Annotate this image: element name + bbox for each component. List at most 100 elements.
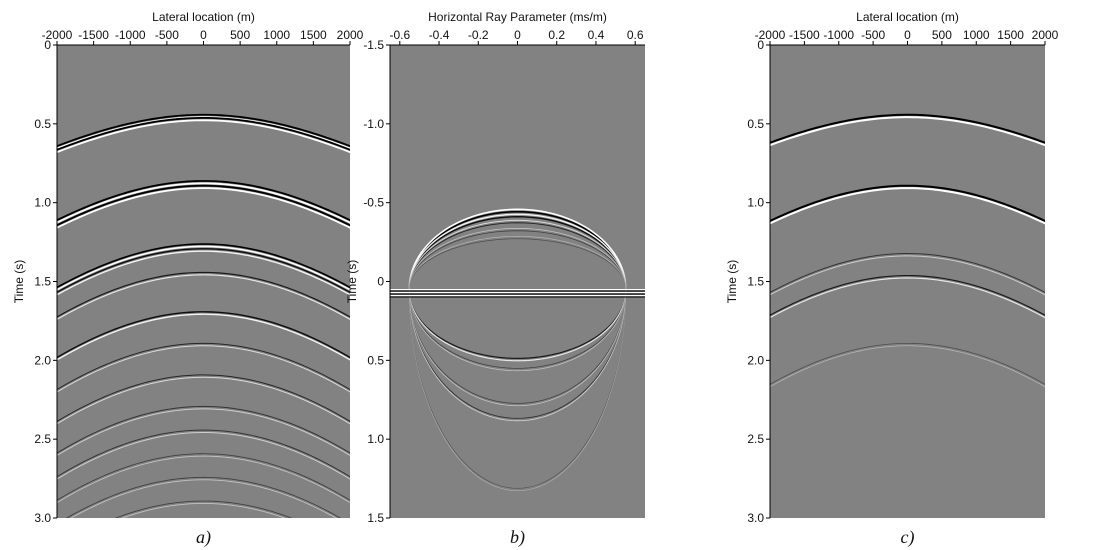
event bbox=[57, 453, 350, 501]
x-tick-label: -1000 bbox=[115, 28, 146, 42]
event bbox=[57, 274, 350, 321]
event bbox=[57, 271, 350, 318]
x-tick-label: 1000 bbox=[263, 28, 290, 42]
y-tick-label: 1.0 bbox=[367, 432, 384, 446]
events bbox=[57, 113, 350, 518]
event bbox=[57, 431, 350, 480]
y-tick-label: 1.0 bbox=[747, 196, 764, 210]
x-tick-label: -2000 bbox=[755, 28, 786, 42]
x-tick-label: 500 bbox=[230, 28, 250, 42]
x-tick-label: -2000 bbox=[42, 28, 73, 42]
x-tick-label: 0.4 bbox=[588, 28, 605, 42]
x-tick-label: 0.6 bbox=[627, 28, 644, 42]
event bbox=[408, 216, 627, 290]
event bbox=[57, 182, 350, 224]
y-tick-label: -0.5 bbox=[363, 196, 384, 210]
event bbox=[408, 289, 627, 422]
event bbox=[57, 117, 350, 151]
y-tick-label: 0 bbox=[44, 38, 51, 52]
y-tick-label: 0 bbox=[377, 275, 384, 289]
y-tick-label: 0.5 bbox=[747, 117, 764, 131]
x-tick-label: 0 bbox=[200, 28, 207, 42]
events bbox=[390, 208, 645, 492]
caption: b) bbox=[510, 527, 525, 548]
event bbox=[57, 342, 350, 391]
panel: -0.6 -0.4 -0.2 0 0.2 0.4 0.6 -1.5 -1.0 -0.5 0 0.5 1.… bbox=[345, 10, 645, 548]
y-tick-label: -1.0 bbox=[363, 117, 384, 131]
event bbox=[770, 113, 1045, 144]
x-tick-label: 500 bbox=[932, 28, 952, 42]
seismic-image bbox=[770, 45, 1045, 518]
x-tick-label: -1500 bbox=[78, 28, 109, 42]
event bbox=[57, 184, 350, 227]
y-tick-label: 2.5 bbox=[747, 432, 764, 446]
y-tick-label: 1.5 bbox=[367, 511, 384, 525]
event bbox=[408, 289, 627, 489]
y-tick-label: 0.5 bbox=[367, 353, 384, 367]
event bbox=[57, 405, 350, 454]
event bbox=[57, 250, 350, 296]
y-tick-label: -1.5 bbox=[363, 38, 384, 52]
event bbox=[408, 289, 627, 404]
y-axis-label: Time (s) bbox=[345, 260, 359, 304]
x-tick-label: 1000 bbox=[963, 28, 990, 42]
x-tick-label: 0 bbox=[514, 28, 521, 42]
event bbox=[408, 222, 627, 290]
event bbox=[65, 476, 342, 518]
event bbox=[408, 289, 627, 369]
y-tick-label: 3.0 bbox=[34, 511, 51, 525]
y-tick-label: 3.0 bbox=[747, 511, 764, 525]
y-axis-label: Time (s) bbox=[12, 260, 26, 304]
event bbox=[770, 274, 1045, 316]
event bbox=[57, 313, 350, 361]
event bbox=[57, 429, 350, 478]
seismic-image bbox=[390, 45, 645, 518]
event bbox=[770, 184, 1045, 223]
event bbox=[770, 253, 1045, 293]
panel: -2000 -1500 -1000 -500 0 500 1000 1500 200000.51… bbox=[725, 10, 1059, 548]
x-axis-label: Horizontal Ray Parameter (ms/m) bbox=[428, 10, 607, 24]
event bbox=[57, 345, 350, 393]
seismic-image bbox=[57, 45, 350, 518]
event bbox=[770, 187, 1045, 225]
event bbox=[57, 374, 350, 422]
x-tick-label: 2000 bbox=[337, 28, 364, 42]
y-tick-label: 1.5 bbox=[34, 275, 51, 289]
event bbox=[408, 230, 627, 290]
event bbox=[408, 289, 627, 372]
x-axis-label: Lateral location (m) bbox=[856, 10, 959, 24]
event bbox=[770, 345, 1045, 388]
event bbox=[57, 243, 350, 289]
x-tick-label: -0.2 bbox=[468, 28, 489, 42]
event bbox=[57, 408, 350, 457]
x-tick-label: -1500 bbox=[789, 28, 820, 42]
x-tick-label: -1000 bbox=[823, 28, 854, 42]
x-tick-label: -500 bbox=[861, 28, 885, 42]
event bbox=[408, 289, 627, 419]
event bbox=[57, 113, 350, 148]
y-tick-label: 2.0 bbox=[34, 353, 51, 367]
event bbox=[57, 245, 350, 291]
panel: -2000 -1500 -1000 -500 0 500 1000 1500 200000.51… bbox=[12, 10, 364, 548]
event bbox=[408, 289, 627, 407]
event bbox=[57, 119, 350, 154]
x-tick-label: 0.2 bbox=[548, 28, 565, 42]
y-tick-label: 2.0 bbox=[747, 353, 764, 367]
y-tick-label: 2.5 bbox=[34, 432, 51, 446]
event bbox=[57, 180, 350, 222]
event bbox=[408, 289, 627, 359]
y-tick-label: 1.5 bbox=[747, 275, 764, 289]
x-tick-label: 1500 bbox=[997, 28, 1024, 42]
event bbox=[57, 311, 350, 359]
event bbox=[408, 289, 627, 362]
event bbox=[408, 238, 627, 290]
x-axis-label: Lateral location (m) bbox=[152, 10, 255, 24]
x-tick-label: -500 bbox=[155, 28, 179, 42]
event bbox=[70, 479, 337, 518]
event bbox=[57, 248, 350, 294]
y-tick-label: 0 bbox=[757, 38, 764, 52]
y-axis-label: Time (s) bbox=[725, 260, 739, 304]
caption: a) bbox=[196, 527, 211, 548]
x-tick-label: 2000 bbox=[1032, 28, 1059, 42]
x-tick-label: -0.6 bbox=[389, 28, 410, 42]
